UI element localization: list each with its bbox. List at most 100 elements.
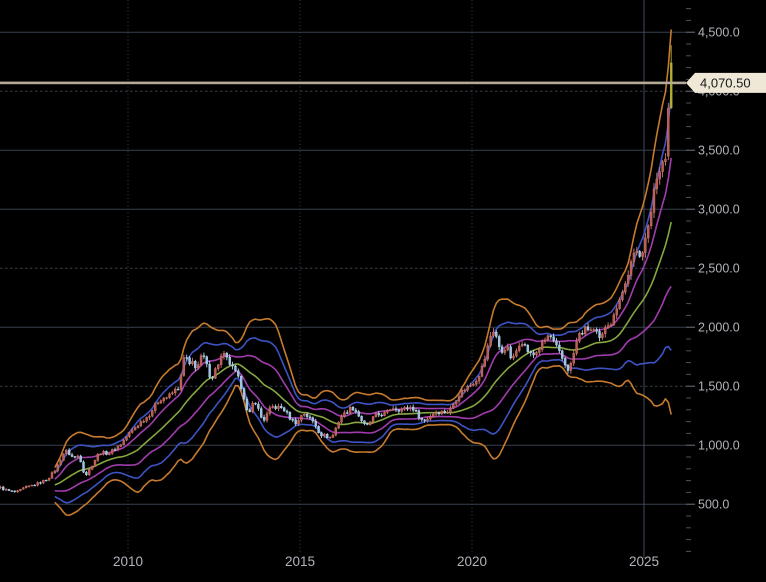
candle-body bbox=[153, 403, 157, 411]
x-axis-label: 2015 bbox=[285, 554, 315, 569]
candle-body bbox=[136, 425, 140, 428]
candle-body bbox=[188, 357, 191, 365]
candle-body bbox=[566, 364, 570, 371]
price-label-tag[interactable]: 4,070.50 bbox=[686, 72, 766, 93]
candle-body bbox=[529, 351, 532, 353]
candle-body bbox=[409, 406, 412, 409]
price-axis[interactable]: 4,500.04,000.03,500.03,000.02,500.02,000… bbox=[686, 8, 740, 552]
candle-body bbox=[669, 62, 673, 108]
candle-body bbox=[265, 413, 269, 421]
candle-body bbox=[406, 407, 409, 409]
candle-body bbox=[10, 490, 14, 492]
candle-body bbox=[317, 426, 320, 434]
candle-body bbox=[512, 355, 515, 359]
price-tag-value: 4,070.50 bbox=[700, 76, 751, 91]
candle-body bbox=[303, 414, 306, 416]
candle-body bbox=[351, 407, 355, 411]
candle-body bbox=[601, 333, 604, 338]
candle-body bbox=[563, 358, 567, 366]
candle-body bbox=[615, 308, 618, 316]
candle-body bbox=[546, 335, 550, 341]
candle-body bbox=[142, 421, 145, 423]
candle-body bbox=[113, 449, 117, 451]
candle-body bbox=[219, 355, 223, 366]
price-tag-shape[interactable] bbox=[686, 72, 766, 93]
basis-sma-line bbox=[54, 221, 672, 486]
candle-body bbox=[196, 364, 200, 369]
candle-body bbox=[515, 350, 518, 357]
candle-body bbox=[45, 479, 48, 482]
candle-body bbox=[414, 410, 418, 412]
candle-body bbox=[472, 384, 475, 386]
lower-1sd-line bbox=[54, 285, 672, 492]
candle-body bbox=[27, 485, 31, 487]
candle-body bbox=[429, 416, 432, 420]
candle-body bbox=[632, 252, 636, 262]
candle-body bbox=[79, 455, 82, 463]
candle-body bbox=[492, 332, 495, 337]
candle-body bbox=[454, 400, 458, 405]
y-axis-label: 3,500.0 bbox=[698, 144, 740, 158]
candle-body bbox=[99, 453, 102, 455]
candle-body bbox=[24, 486, 28, 488]
candle-body bbox=[194, 361, 197, 369]
candle-body bbox=[443, 410, 446, 413]
candle-body bbox=[618, 299, 621, 309]
candle-body bbox=[641, 252, 644, 257]
lower-3sd-line bbox=[54, 365, 672, 516]
candle-body bbox=[85, 472, 88, 476]
candle-body bbox=[466, 386, 469, 391]
candle-body bbox=[128, 432, 131, 437]
candle-body bbox=[116, 446, 120, 451]
candle-body bbox=[148, 415, 151, 418]
candle-body bbox=[47, 478, 51, 481]
upper-3sd-line bbox=[54, 29, 672, 468]
y-axis-label: 3,000.0 bbox=[698, 203, 740, 217]
candle-body bbox=[403, 407, 406, 410]
candle-body bbox=[2, 486, 5, 490]
candle-body bbox=[19, 489, 22, 491]
candle-body bbox=[360, 415, 363, 421]
candle-body bbox=[558, 344, 561, 351]
candle-body bbox=[497, 336, 501, 347]
candle-body bbox=[477, 376, 481, 382]
candle-body bbox=[604, 327, 607, 334]
candle-body bbox=[156, 402, 160, 404]
candle-body bbox=[411, 406, 415, 411]
candle-body bbox=[90, 465, 94, 470]
candle-body bbox=[145, 417, 148, 422]
candle-body bbox=[237, 370, 240, 377]
candle-body bbox=[110, 449, 114, 454]
candle-body bbox=[176, 389, 180, 391]
candle-body bbox=[67, 449, 71, 455]
candle-body bbox=[277, 406, 280, 409]
candle-body bbox=[374, 413, 378, 417]
candle-body bbox=[612, 314, 616, 325]
candle-body bbox=[343, 412, 346, 418]
candle-body bbox=[185, 357, 188, 359]
candle-body bbox=[480, 366, 484, 377]
candle-body bbox=[162, 398, 165, 401]
candle-body bbox=[495, 332, 498, 337]
candle-body bbox=[423, 419, 426, 421]
candle-body bbox=[523, 344, 527, 346]
candle-body bbox=[652, 188, 656, 213]
bollinger-bands bbox=[54, 29, 672, 516]
candle-body bbox=[426, 418, 429, 421]
candle-body bbox=[661, 161, 664, 172]
candle-body bbox=[168, 393, 171, 398]
candle-body bbox=[271, 406, 274, 408]
candle-body bbox=[380, 414, 383, 417]
candle-body bbox=[260, 408, 263, 418]
candle-body bbox=[102, 451, 105, 454]
candle-body bbox=[394, 408, 398, 411]
candle-body bbox=[211, 376, 214, 379]
candle-body bbox=[314, 420, 317, 427]
time-axis[interactable]: 2010 2015 2020 2025 bbox=[113, 554, 659, 569]
candle-body bbox=[280, 406, 283, 409]
candle-body bbox=[179, 375, 183, 390]
y-axis-label: 1,000.0 bbox=[698, 439, 740, 453]
horizontal-price-line[interactable] bbox=[0, 81, 686, 85]
